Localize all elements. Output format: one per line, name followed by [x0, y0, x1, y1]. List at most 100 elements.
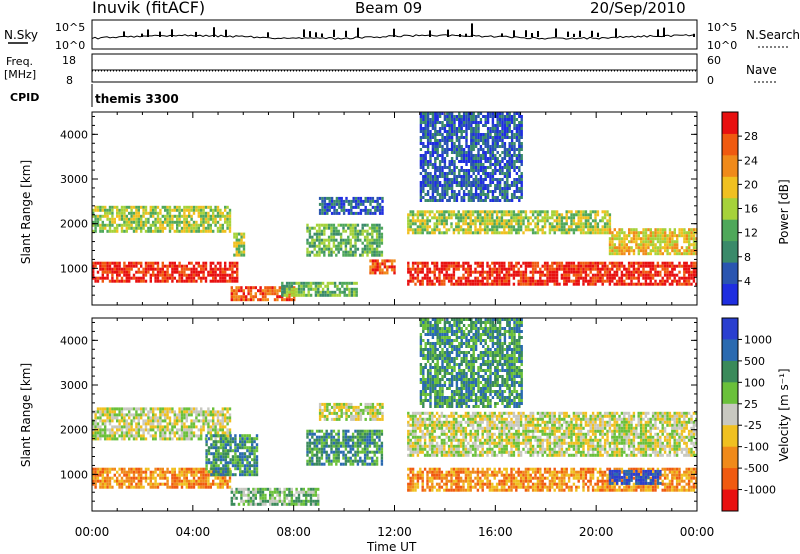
- data-cell: [180, 413, 184, 417]
- data-cell: [584, 225, 588, 229]
- data-cell: [450, 210, 453, 214]
- data-cell: [142, 208, 145, 212]
- data-cell: [422, 133, 425, 136]
- data-cell: [436, 187, 439, 190]
- data-cell: [446, 199, 449, 202]
- data-cell: [510, 121, 514, 124]
- data-cell: [458, 190, 461, 193]
- data-cell: [149, 416, 152, 420]
- data-cell: [231, 270, 234, 274]
- data-cell: [154, 217, 157, 221]
- data-cell: [200, 229, 203, 233]
- data-cell: [428, 279, 432, 283]
- data-cell: [411, 276, 415, 280]
- data-cell: [200, 211, 203, 215]
- data-cell: [455, 136, 459, 139]
- data-cell: [140, 476, 143, 480]
- data-cell: [611, 237, 614, 241]
- data-cell: [508, 172, 511, 175]
- data-cell: [603, 210, 607, 214]
- data-cell: [426, 270, 429, 274]
- data-cell: [168, 229, 172, 233]
- data-cell: [123, 267, 126, 271]
- data-cell: [491, 267, 494, 271]
- data-cell: [560, 228, 564, 232]
- beam-title: Beam 09: [355, 0, 422, 17]
- data-cell: [666, 273, 669, 277]
- data-cell: [608, 231, 612, 235]
- data-cell: [506, 193, 509, 196]
- data-cell: [477, 133, 480, 136]
- data-cell: [567, 276, 571, 280]
- data-cell: [144, 422, 148, 426]
- data-cell: [94, 217, 97, 221]
- data-cell: [323, 196, 327, 200]
- data-cell: [431, 184, 435, 187]
- data-cell: [673, 246, 676, 250]
- data-cell: [431, 199, 435, 202]
- data-cell: [637, 270, 640, 274]
- data-cell: [202, 467, 205, 471]
- data-cell: [488, 270, 492, 274]
- data-cell: [518, 112, 521, 115]
- data-cell: [161, 223, 164, 227]
- data-cell: [570, 225, 573, 229]
- data-cell: [104, 226, 107, 230]
- data-cell: [411, 210, 415, 214]
- data-cell: [591, 261, 595, 265]
- data-cell: [664, 228, 667, 232]
- data-cell: [656, 249, 660, 253]
- data-cell: [676, 249, 679, 253]
- data-cell: [323, 250, 326, 254]
- data-cell: [171, 428, 174, 432]
- data-cell: [99, 229, 102, 233]
- data-cell: [266, 286, 269, 290]
- data-cell: [378, 244, 381, 248]
- data-cell: [142, 422, 145, 426]
- data-cell: [99, 482, 102, 486]
- data-cell: [335, 226, 338, 230]
- data-cell: [506, 196, 509, 199]
- data-cell: [176, 279, 179, 283]
- data-cell: [553, 225, 556, 229]
- data-cell: [486, 151, 490, 154]
- data-cell: [659, 279, 662, 283]
- data-cell: [680, 264, 684, 268]
- data-cell: [503, 282, 506, 286]
- data-cell: [200, 279, 203, 283]
- data-cell: [630, 279, 633, 283]
- data-cell: [506, 169, 509, 172]
- data-cell: [675, 282, 679, 286]
- data-cell: [190, 276, 193, 280]
- data-cell: [224, 217, 227, 221]
- data-cell: [467, 196, 471, 199]
- data-cell: [491, 216, 494, 220]
- data-cell: [434, 136, 437, 139]
- data-cell: [128, 217, 131, 221]
- data-cell: [470, 193, 473, 196]
- data-cell: [687, 279, 691, 283]
- data-cell: [154, 211, 157, 215]
- data-cell: [486, 196, 490, 199]
- data-cell: [500, 264, 504, 268]
- data-cell: [171, 276, 174, 280]
- data-cell: [113, 229, 116, 233]
- data-cell: [587, 225, 590, 229]
- data-cell: [228, 223, 232, 227]
- data-cell: [128, 226, 131, 230]
- data-cell: [565, 228, 568, 232]
- data-cell: [531, 264, 535, 268]
- data-cell: [484, 196, 487, 199]
- data-cell: [474, 133, 478, 136]
- data-cell: [188, 261, 191, 265]
- data-cell: [283, 284, 286, 288]
- data-cell: [116, 208, 119, 212]
- data-cell: [501, 169, 504, 172]
- data-cell: [457, 276, 460, 280]
- data-cell: [147, 267, 150, 271]
- data-cell: [422, 163, 425, 166]
- data-cell: [467, 124, 471, 127]
- data-cell: [202, 220, 205, 224]
- data-cell: [195, 467, 198, 471]
- data-cell: [608, 267, 612, 271]
